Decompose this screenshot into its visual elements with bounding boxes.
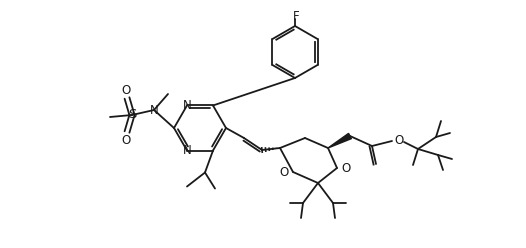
- Text: F: F: [292, 9, 299, 23]
- Text: O: O: [122, 133, 130, 147]
- Polygon shape: [328, 133, 351, 148]
- Text: N: N: [183, 144, 191, 157]
- Text: S: S: [128, 109, 136, 122]
- Text: O: O: [394, 134, 403, 148]
- Text: O: O: [279, 165, 289, 179]
- Text: O: O: [341, 161, 351, 175]
- Text: O: O: [122, 84, 130, 96]
- Text: N: N: [183, 99, 191, 112]
- Text: N: N: [149, 103, 158, 117]
